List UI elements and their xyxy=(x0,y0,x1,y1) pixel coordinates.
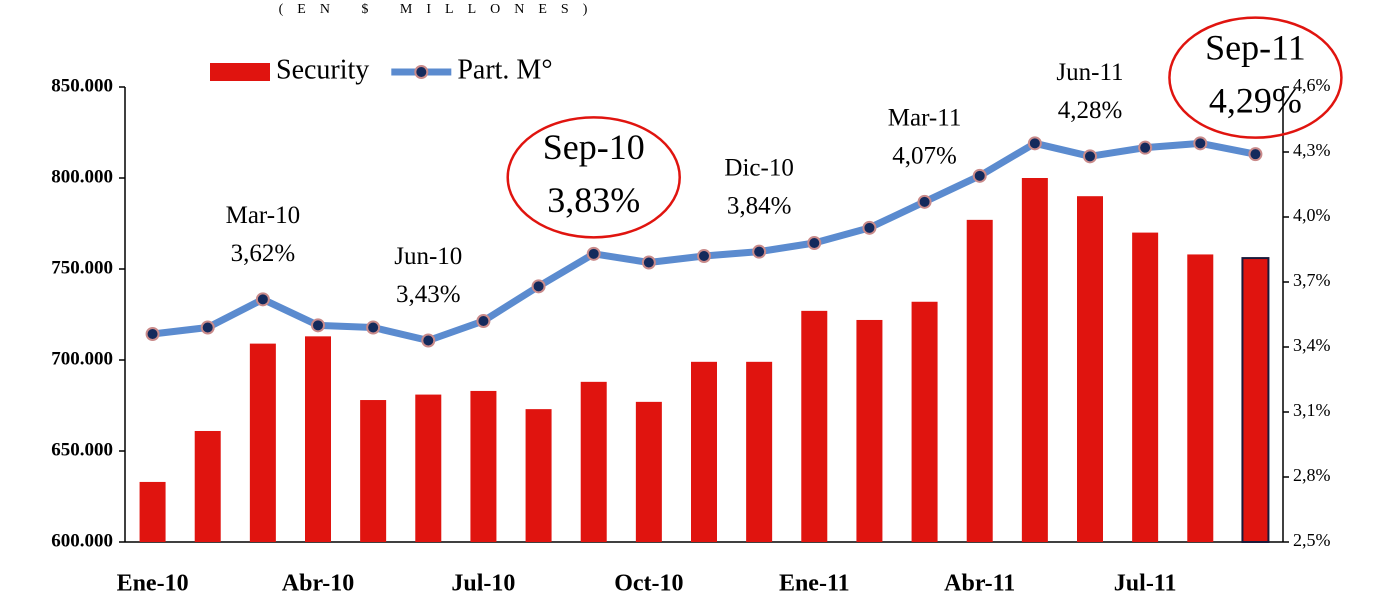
value-label: 4,07% xyxy=(892,143,957,170)
marker xyxy=(862,220,877,235)
x-tick-label: Ene-10 xyxy=(117,571,189,597)
bar xyxy=(360,400,387,542)
y2-tick-label: 3,4% xyxy=(1293,335,1331,355)
marker xyxy=(366,320,381,335)
y2-tick-label: 2,8% xyxy=(1293,465,1331,485)
value-label: 4,28% xyxy=(1058,97,1123,124)
value-label: 3,62% xyxy=(231,240,296,267)
bar xyxy=(1241,257,1270,543)
marker xyxy=(1083,149,1097,164)
legend-label: Security xyxy=(276,54,369,85)
point-label: Mar-11 xyxy=(888,105,962,132)
highlight-circle xyxy=(1168,16,1343,139)
bar xyxy=(525,409,552,542)
marker xyxy=(531,279,546,294)
bar xyxy=(856,319,883,542)
y2-tick-label: 3,7% xyxy=(1293,270,1331,290)
bar xyxy=(305,336,331,542)
x-tick-label: Abr-10 xyxy=(282,571,354,597)
point-label: Jun-11 xyxy=(1056,59,1123,86)
bar xyxy=(691,361,717,542)
x-tick-label: Jul-10 xyxy=(451,571,515,597)
bar xyxy=(635,401,662,542)
y-tick-label: 650.000 xyxy=(51,439,113,460)
y-tick-label: 850.000 xyxy=(51,75,113,96)
marker xyxy=(145,327,160,341)
bar xyxy=(415,394,442,542)
legend-label: Part. M° xyxy=(457,54,552,85)
y2-tick-label: 4,0% xyxy=(1293,205,1331,225)
marker xyxy=(807,236,822,250)
x-tick-label: Ene-11 xyxy=(779,571,850,597)
bar xyxy=(470,390,497,542)
marker xyxy=(1027,136,1042,151)
marker xyxy=(972,168,987,183)
marker xyxy=(752,244,767,259)
y-tick-label: 700.000 xyxy=(51,348,113,369)
bar xyxy=(139,481,166,542)
y-tick-label: 600.000 xyxy=(51,530,113,551)
bar xyxy=(249,343,276,542)
marker xyxy=(421,333,436,348)
marker xyxy=(200,320,215,335)
bar xyxy=(580,381,607,542)
bar xyxy=(911,301,938,542)
value-label: 3,83% xyxy=(547,180,640,220)
marker xyxy=(311,318,325,333)
marker xyxy=(586,246,601,261)
y2-tick-label: 2,5% xyxy=(1293,530,1331,550)
bar xyxy=(194,430,221,542)
legend-marker xyxy=(414,65,429,79)
point-label: Sep-10 xyxy=(543,127,645,167)
highlight-circle xyxy=(506,116,681,239)
x-tick-label: Oct-10 xyxy=(614,571,683,597)
legend-swatch xyxy=(210,63,270,81)
bar xyxy=(966,219,993,543)
marker xyxy=(476,314,491,328)
y2-tick-label: 3,1% xyxy=(1293,400,1331,420)
point-label: Mar-10 xyxy=(226,202,300,229)
marker xyxy=(917,194,932,209)
y-tick-label: 800.000 xyxy=(51,166,113,187)
bar xyxy=(1132,232,1159,542)
chart-subtitle: (EN $ MILLONES) xyxy=(279,2,602,17)
point-label: Sep-11 xyxy=(1205,27,1306,67)
marker xyxy=(1138,140,1153,155)
marker xyxy=(1193,136,1208,151)
x-tick-label: Jul-11 xyxy=(1114,571,1177,597)
y2-tick-label: 4,6% xyxy=(1293,75,1331,95)
value-label: 4,29% xyxy=(1209,80,1302,120)
marker xyxy=(641,255,656,270)
bar xyxy=(1021,178,1048,542)
bar xyxy=(801,310,828,542)
point-label: Jun-10 xyxy=(394,243,462,270)
marker xyxy=(255,292,270,307)
y-tick-label: 750.000 xyxy=(51,257,113,278)
value-label: 3,84% xyxy=(727,192,792,219)
y2-tick-label: 4,3% xyxy=(1293,140,1331,160)
bar xyxy=(1077,196,1103,542)
marker xyxy=(697,249,711,263)
value-label: 3,43% xyxy=(396,281,461,308)
marker xyxy=(1248,147,1263,162)
x-tick-label: Abr-11 xyxy=(944,571,1015,597)
bar xyxy=(746,361,773,542)
point-label: Dic-10 xyxy=(724,154,793,181)
bar xyxy=(1187,254,1214,542)
